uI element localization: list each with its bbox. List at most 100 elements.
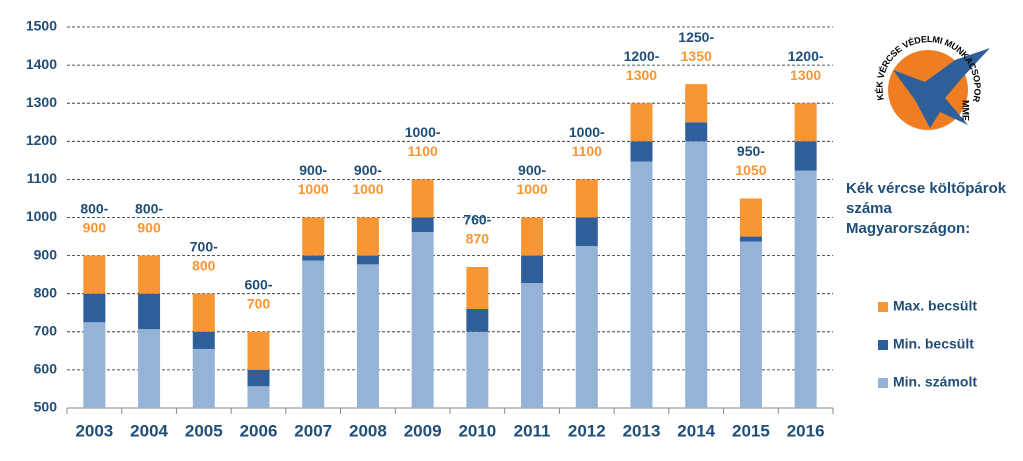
y-tick-label: 500	[34, 399, 58, 415]
bar-label-high: 1100	[407, 143, 438, 159]
bar-segment	[685, 141, 708, 409]
bar-label-high: 1300	[626, 67, 657, 83]
bar-segment	[685, 84, 708, 123]
bar-label-high: 1000	[298, 181, 329, 197]
bar-segment	[521, 283, 544, 408]
bar-segment	[247, 331, 270, 370]
bar-segment	[411, 179, 434, 218]
bar-segment	[521, 255, 544, 284]
bar-label-low: 1200-	[788, 48, 824, 64]
y-tick-label: 800	[34, 284, 58, 300]
bar-segment	[630, 103, 653, 142]
bar-segment	[739, 198, 762, 237]
bar-segment	[138, 329, 161, 408]
bar-label-high: 700	[247, 296, 271, 312]
legend-label: Max. becsült	[893, 298, 977, 314]
y-tick-label: 900	[34, 246, 58, 262]
x-tick-label: 2004	[130, 421, 168, 440]
bar-segment	[83, 293, 106, 323]
bar-segment	[83, 322, 106, 408]
logo-badge: MME	[961, 100, 971, 121]
bar-segment	[739, 241, 762, 408]
bar-label-high: 1000	[352, 181, 383, 197]
bar-label-high: 900	[137, 219, 161, 235]
x-tick-label: 2006	[240, 421, 278, 440]
legend-swatch	[878, 378, 888, 388]
legend-title: száma	[846, 200, 893, 217]
bar-segment	[630, 161, 653, 408]
y-tick-label: 1100	[27, 170, 58, 186]
bar-label-high: 1350	[681, 48, 712, 64]
x-tick-label: 2016	[787, 421, 825, 440]
bar-label-high: 1050	[735, 162, 766, 178]
bar-label-low: 900-	[518, 162, 546, 178]
bar-segment	[302, 260, 325, 408]
x-tick-label: 2010	[458, 421, 496, 440]
bar-label-low: 1250-	[678, 29, 714, 45]
bar-segment	[575, 246, 598, 408]
bar-segment	[794, 103, 817, 142]
bar-label-high: 900	[83, 219, 107, 235]
x-tick-label: 2009	[404, 421, 442, 440]
bar-label-high: 870	[466, 231, 490, 247]
x-tick-label: 2014	[677, 421, 715, 440]
bar-label-high: 800	[192, 257, 216, 273]
bar-segment	[247, 386, 270, 408]
x-tick-label: 2011	[514, 421, 551, 440]
bar-segment	[192, 348, 215, 408]
y-tick-label: 1500	[26, 18, 57, 34]
y-tick-label: 700	[34, 323, 58, 339]
legend-swatch	[878, 340, 888, 350]
legend-label: Min. számolt	[893, 374, 977, 390]
bar-label-low: 760-	[463, 212, 491, 228]
bar-label-low: 900-	[354, 162, 382, 178]
bar-segment	[739, 236, 762, 242]
x-tick-label: 2005	[185, 421, 223, 440]
y-tick-label: 600	[34, 361, 58, 377]
bar-label-low: 1200-	[624, 48, 660, 64]
bar-segment	[138, 293, 161, 330]
bar-label-high: 1100	[572, 143, 603, 159]
bar-label-low: 950-	[737, 143, 765, 159]
x-tick-label: 2008	[349, 421, 387, 440]
bar-segment	[411, 217, 434, 232]
x-tick-label: 2013	[623, 421, 661, 440]
bar-segment	[356, 264, 379, 408]
legend-label: Min. becsült	[893, 336, 974, 352]
legend-swatch	[878, 302, 888, 312]
bar-segment	[630, 141, 653, 162]
legend-title: Kék vércse költőpárok	[846, 180, 1007, 197]
y-tick-label: 1300	[26, 94, 57, 110]
bar-label-low: 1000-	[405, 124, 441, 140]
bar-segment	[302, 255, 325, 261]
bar-segment	[411, 231, 434, 408]
bar-label-low: 900-	[299, 162, 327, 178]
bar-segment	[466, 308, 489, 332]
logo-ring-path: KÉK VÉRCSE VÉDELMI MUNKACSOPORT	[0, 0, 982, 104]
bar-segment	[356, 217, 379, 256]
bar-segment	[575, 217, 598, 247]
legend-title: Magyarországon:	[846, 220, 970, 237]
bar-segment	[356, 255, 379, 265]
y-tick-label: 1200	[26, 132, 57, 148]
x-tick-label: 2012	[568, 421, 606, 440]
bar-segment	[83, 255, 106, 294]
bar-label-high: 1300	[790, 67, 821, 83]
bar-segment	[466, 331, 489, 408]
x-tick-label: 2015	[732, 421, 770, 440]
bar-segment	[247, 369, 270, 387]
y-tick-label: 1000	[26, 208, 57, 224]
bar-label-low: 800-	[135, 200, 163, 216]
x-tick-label: 2007	[294, 421, 332, 440]
bar-segment	[192, 331, 215, 349]
bar-segment	[794, 170, 817, 408]
bar-label-low: 800-	[80, 200, 108, 216]
bar-label-low: 1000-	[569, 124, 605, 140]
logo-bird	[893, 48, 990, 128]
bar-segment	[302, 217, 325, 256]
bar-segment	[685, 122, 708, 142]
logo-ring-text: KÉK VÉRCSE VÉDELMI MUNKACSOPORT	[0, 0, 982, 104]
bar-label-low: 700-	[190, 238, 218, 254]
bar-segment	[521, 217, 544, 256]
